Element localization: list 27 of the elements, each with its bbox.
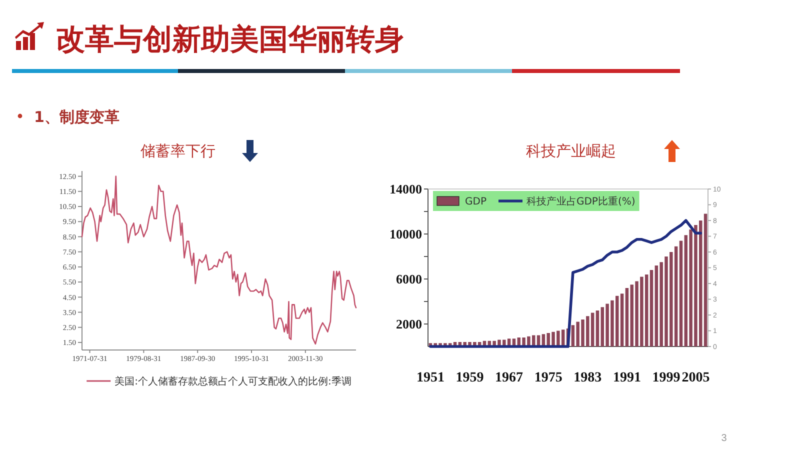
text: 1、制度变革 [34, 108, 120, 126]
x-tick-label: 1983 [574, 370, 602, 386]
bar [596, 310, 600, 346]
bar [650, 270, 654, 346]
text: 3 [721, 433, 728, 444]
text: 改革与创新助美国华丽转身 [56, 22, 404, 56]
legend-label: GDP [465, 196, 486, 208]
legend-label: 美国:个人储蓄存款总额占个人可支配收入的比例:季调 [114, 376, 352, 388]
bar [679, 240, 683, 346]
legend-label: 科技产业占GDP比重(%) [526, 196, 636, 208]
x-tick-label: 1991 [612, 370, 641, 386]
x-tick-label: 1967 [495, 370, 524, 386]
x-tick-label: 1975 [534, 370, 562, 386]
bar [620, 294, 624, 346]
y-tick-label: 6000 [396, 272, 422, 287]
y-tick-label: 2000 [396, 316, 422, 332]
chart-title: 科技产业崛起 [526, 142, 616, 160]
x-tick-label: 1959 [456, 370, 484, 386]
y-tick-label: 14000 [390, 182, 422, 197]
legend: 美国:个人储蓄存款总额占个人可支配收入的比例:季调 [86, 376, 352, 388]
x-tick-label: 2005 [682, 370, 710, 386]
x-tick-label: 1951 [416, 370, 444, 386]
x-tick-label: 1999 [652, 370, 680, 386]
y-tick-label: 10000 [390, 226, 422, 242]
chart-title: 储蓄率下行 [140, 142, 216, 160]
line-series [81, 176, 357, 345]
line-series [429, 219, 702, 348]
